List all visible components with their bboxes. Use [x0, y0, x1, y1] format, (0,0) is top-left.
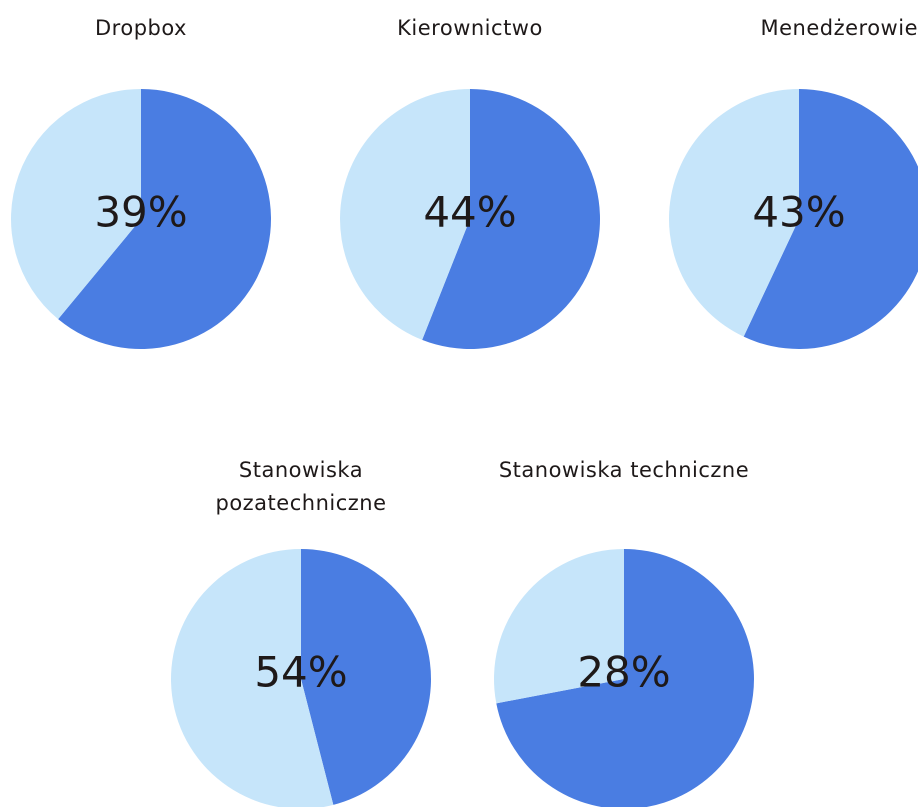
pie-value-label: 44% — [423, 188, 516, 237]
chart-title: Stanowiska pozatechniczne — [215, 458, 387, 515]
chart-title: Menedżerowie — [760, 16, 918, 40]
pie-slice — [422, 89, 601, 349]
chart-title: Dropbox — [95, 16, 187, 40]
pie-value-label: 54% — [254, 648, 347, 697]
pie-value-label: 43% — [752, 188, 845, 237]
pie-slice — [58, 89, 271, 349]
pie-slice — [10, 89, 141, 320]
chart-title: Kierownictwo — [397, 16, 543, 40]
pie-slice — [669, 89, 799, 337]
pie-slice — [301, 549, 432, 805]
pie-slice — [743, 89, 918, 349]
chart-title: Stanowiska techniczne — [498, 458, 750, 482]
pie-slice — [493, 549, 624, 704]
pie-value-label: 28% — [577, 648, 670, 697]
pie-slice — [171, 549, 334, 807]
pie-slice — [339, 89, 470, 340]
pie-slice — [496, 549, 754, 807]
pie-value-label: 39% — [94, 188, 187, 237]
